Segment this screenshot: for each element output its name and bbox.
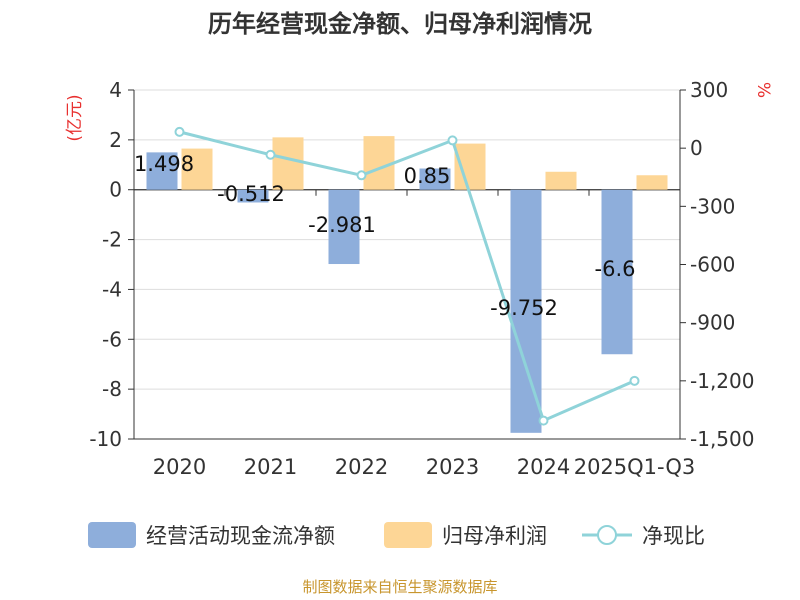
legend-swatch-netprofit xyxy=(384,522,432,548)
x-tick-label: 2024 xyxy=(517,455,570,479)
x-tick-label: 2025Q1-Q3 xyxy=(574,455,696,479)
y-right-tick-label: -900 xyxy=(690,311,735,335)
ratio-point xyxy=(447,135,458,146)
y-left-tick-label: -4 xyxy=(102,277,122,301)
bar-netprofit xyxy=(272,137,304,190)
y-right-tick-label: -1,500 xyxy=(690,427,754,451)
bar-cashflow xyxy=(510,189,542,433)
x-tick-label: 2022 xyxy=(335,455,388,479)
ratio-point xyxy=(538,415,549,426)
bar-data-label: -9.752 xyxy=(490,296,558,320)
y-right-tick-label: -300 xyxy=(690,194,735,218)
source-note: 制图数据来自恒生聚源数据库 xyxy=(302,578,497,596)
x-tick-label: 2023 xyxy=(426,455,479,479)
bar-cashflow xyxy=(146,152,178,190)
bar-cashflow xyxy=(237,189,269,203)
bar-data-label: -2.981 xyxy=(308,213,376,237)
chart-title: 历年经营现金净额、归母净利润情况 xyxy=(208,10,592,38)
bar-netprofit xyxy=(636,175,668,190)
legend-swatch-ratio-marker xyxy=(597,525,617,545)
ratio-point xyxy=(629,375,640,386)
bar-netprofit xyxy=(363,136,395,190)
bar-netprofit xyxy=(454,143,486,190)
bar-data-label: 1.498 xyxy=(134,152,194,176)
bar-netprofit xyxy=(545,171,577,190)
y-left-tick-label: -8 xyxy=(102,377,122,401)
bar-data-label: -0.512 xyxy=(217,182,285,206)
legend-swatch-cashflow xyxy=(88,522,136,548)
x-tick-label: 2020 xyxy=(153,455,206,479)
y-left-tick-label: 0 xyxy=(109,178,122,202)
bar-netprofit xyxy=(181,148,213,190)
legend-label-ratio: 净现比 xyxy=(642,524,705,548)
y-right-tick-label: -1,200 xyxy=(690,369,754,393)
y-right-unit: % xyxy=(753,82,773,98)
bar-cashflow xyxy=(419,168,451,190)
ratio-line xyxy=(179,130,636,423)
y-right-tick-label: 0 xyxy=(690,136,703,160)
y-left-tick-label: -10 xyxy=(89,427,122,451)
y-left-tick-label: 2 xyxy=(109,128,122,152)
y-right-tick-label: -600 xyxy=(690,253,735,277)
ratio-point xyxy=(265,149,276,160)
ratio-point xyxy=(356,170,367,181)
bar-cashflow xyxy=(328,189,360,265)
bar-cashflow xyxy=(601,189,633,355)
y-left-tick-label: -6 xyxy=(102,327,122,351)
y-left-unit: (亿元) xyxy=(65,94,85,141)
x-tick-label: 2021 xyxy=(244,455,297,479)
y-right-tick-label: 300 xyxy=(690,78,728,102)
legend-label-cashflow: 经营活动现金流净额 xyxy=(146,524,335,548)
legend-label-netprofit: 归母净利润 xyxy=(442,524,547,548)
ratio-point xyxy=(174,126,185,137)
bar-data-label: 0.85 xyxy=(404,164,451,188)
y-left-tick-label: 4 xyxy=(109,78,122,102)
y-left-tick-label: -2 xyxy=(102,228,122,252)
bar-data-label: -6.6 xyxy=(595,257,636,281)
